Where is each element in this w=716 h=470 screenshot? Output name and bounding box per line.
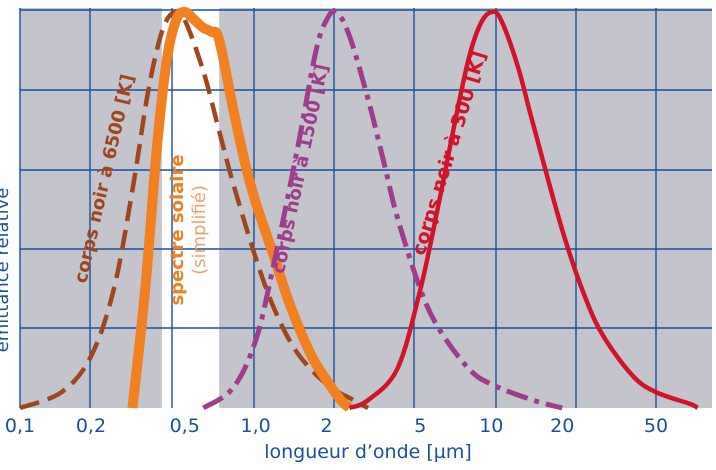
x-tick-label: 20 [550, 415, 574, 437]
label-solar: spectre solaire [167, 154, 188, 305]
label-solar-sub: (simplifié) [189, 185, 210, 275]
x-tick-label: 50 [644, 415, 668, 437]
series-line-6500k [19, 8, 370, 411]
series-lines [19, 7, 699, 412]
series-line-300k [348, 9, 699, 411]
x-tick-label: 2 [321, 415, 333, 437]
x-tick-label: 0,2 [76, 415, 106, 437]
series-line-solar [127, 7, 353, 412]
x-axis-label: longueur d’onde [µm] [264, 441, 472, 463]
x-tick-label: 10 [479, 415, 503, 437]
series-line-1500k [202, 8, 563, 411]
x-tick-label: 1,0 [241, 415, 271, 437]
grid [19, 8, 712, 408]
x-tick-label: 0,1 [5, 415, 35, 437]
x-tick-label: 0,5 [170, 415, 200, 437]
y-axis-label: émittance relative [0, 188, 13, 353]
x-tick-label: 5 [414, 415, 426, 437]
axes: 0,1 0,2 0,5 1,0 2 5 10 20 50 [5, 415, 668, 437]
